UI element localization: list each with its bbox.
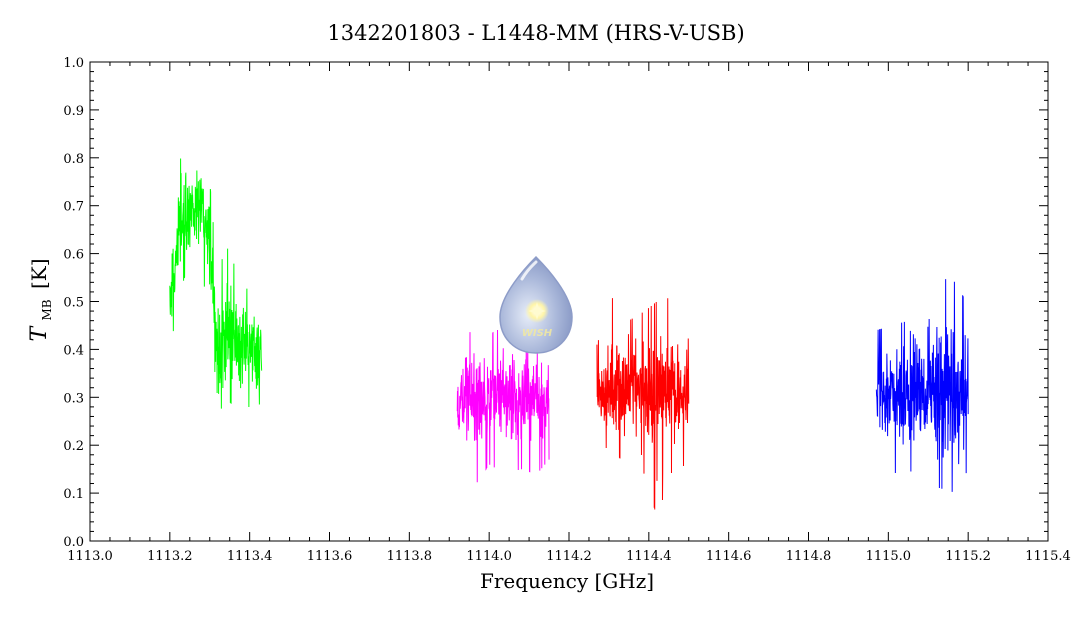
y-axis-label: T MB [K] (27, 258, 56, 341)
y-tick-label: 0.4 (63, 343, 84, 358)
logo-text: WISH (522, 328, 553, 339)
x-tick-label: 1113.0 (67, 549, 113, 564)
y-tick-label: 0.5 (63, 296, 84, 311)
spectrum-series-1 (169, 158, 263, 409)
x-tick-label: 1115.0 (866, 549, 912, 564)
ticks-layer: 1113.0 1113.2 1113.4 1113.6 1113.8 1114.0 1114… (63, 56, 1070, 564)
y-tick-label: 0.6 (63, 248, 84, 263)
series-layer (169, 158, 969, 510)
y-tick-label: 0.3 (63, 391, 84, 406)
y-tick-label: 1.0 (63, 56, 84, 71)
spectrum-series-3 (596, 298, 690, 510)
x-tick-label: 1114.0 (466, 549, 512, 564)
y-tick-label: 0.7 (63, 200, 84, 215)
chart-title: 1342201803 - L1448-MM (HRS-V-USB) (327, 21, 744, 45)
x-tick-label: 1115.2 (945, 549, 991, 564)
x-tick-label: 1114.4 (626, 549, 672, 564)
x-tick-label: 1115.4 (1025, 549, 1071, 564)
wish-logo: WISH (499, 255, 573, 354)
plot-frame (89, 61, 1049, 542)
y-tick-label: 0.8 (63, 152, 84, 167)
x-tick-label: 1114.8 (786, 549, 832, 564)
x-axis-label: Frequency [GHz] (480, 569, 654, 593)
x-tick-label: 1113.2 (147, 549, 193, 564)
x-tick-label: 1114.6 (706, 549, 752, 564)
x-tick-label: 1113.4 (227, 549, 273, 564)
x-tick-label: 1113.6 (307, 549, 353, 564)
spectrum-series-4 (875, 279, 969, 492)
y-tick-label: 0.2 (63, 439, 84, 454)
y-tick-label: 0.9 (63, 104, 84, 119)
x-tick-label: 1113.8 (387, 549, 433, 564)
svg-text:T MB [K]: T MB [K] (27, 258, 56, 341)
x-tick-label: 1114.2 (546, 549, 592, 564)
y-axis-label-unit: [K] (27, 258, 51, 289)
y-axis-label-main: T (27, 325, 52, 342)
y-tick-label: 0.0 (63, 535, 84, 550)
y-axis-label-sub: MB (40, 299, 54, 320)
y-tick-label: 0.1 (63, 487, 84, 502)
spectrum-series-2 (456, 330, 550, 483)
